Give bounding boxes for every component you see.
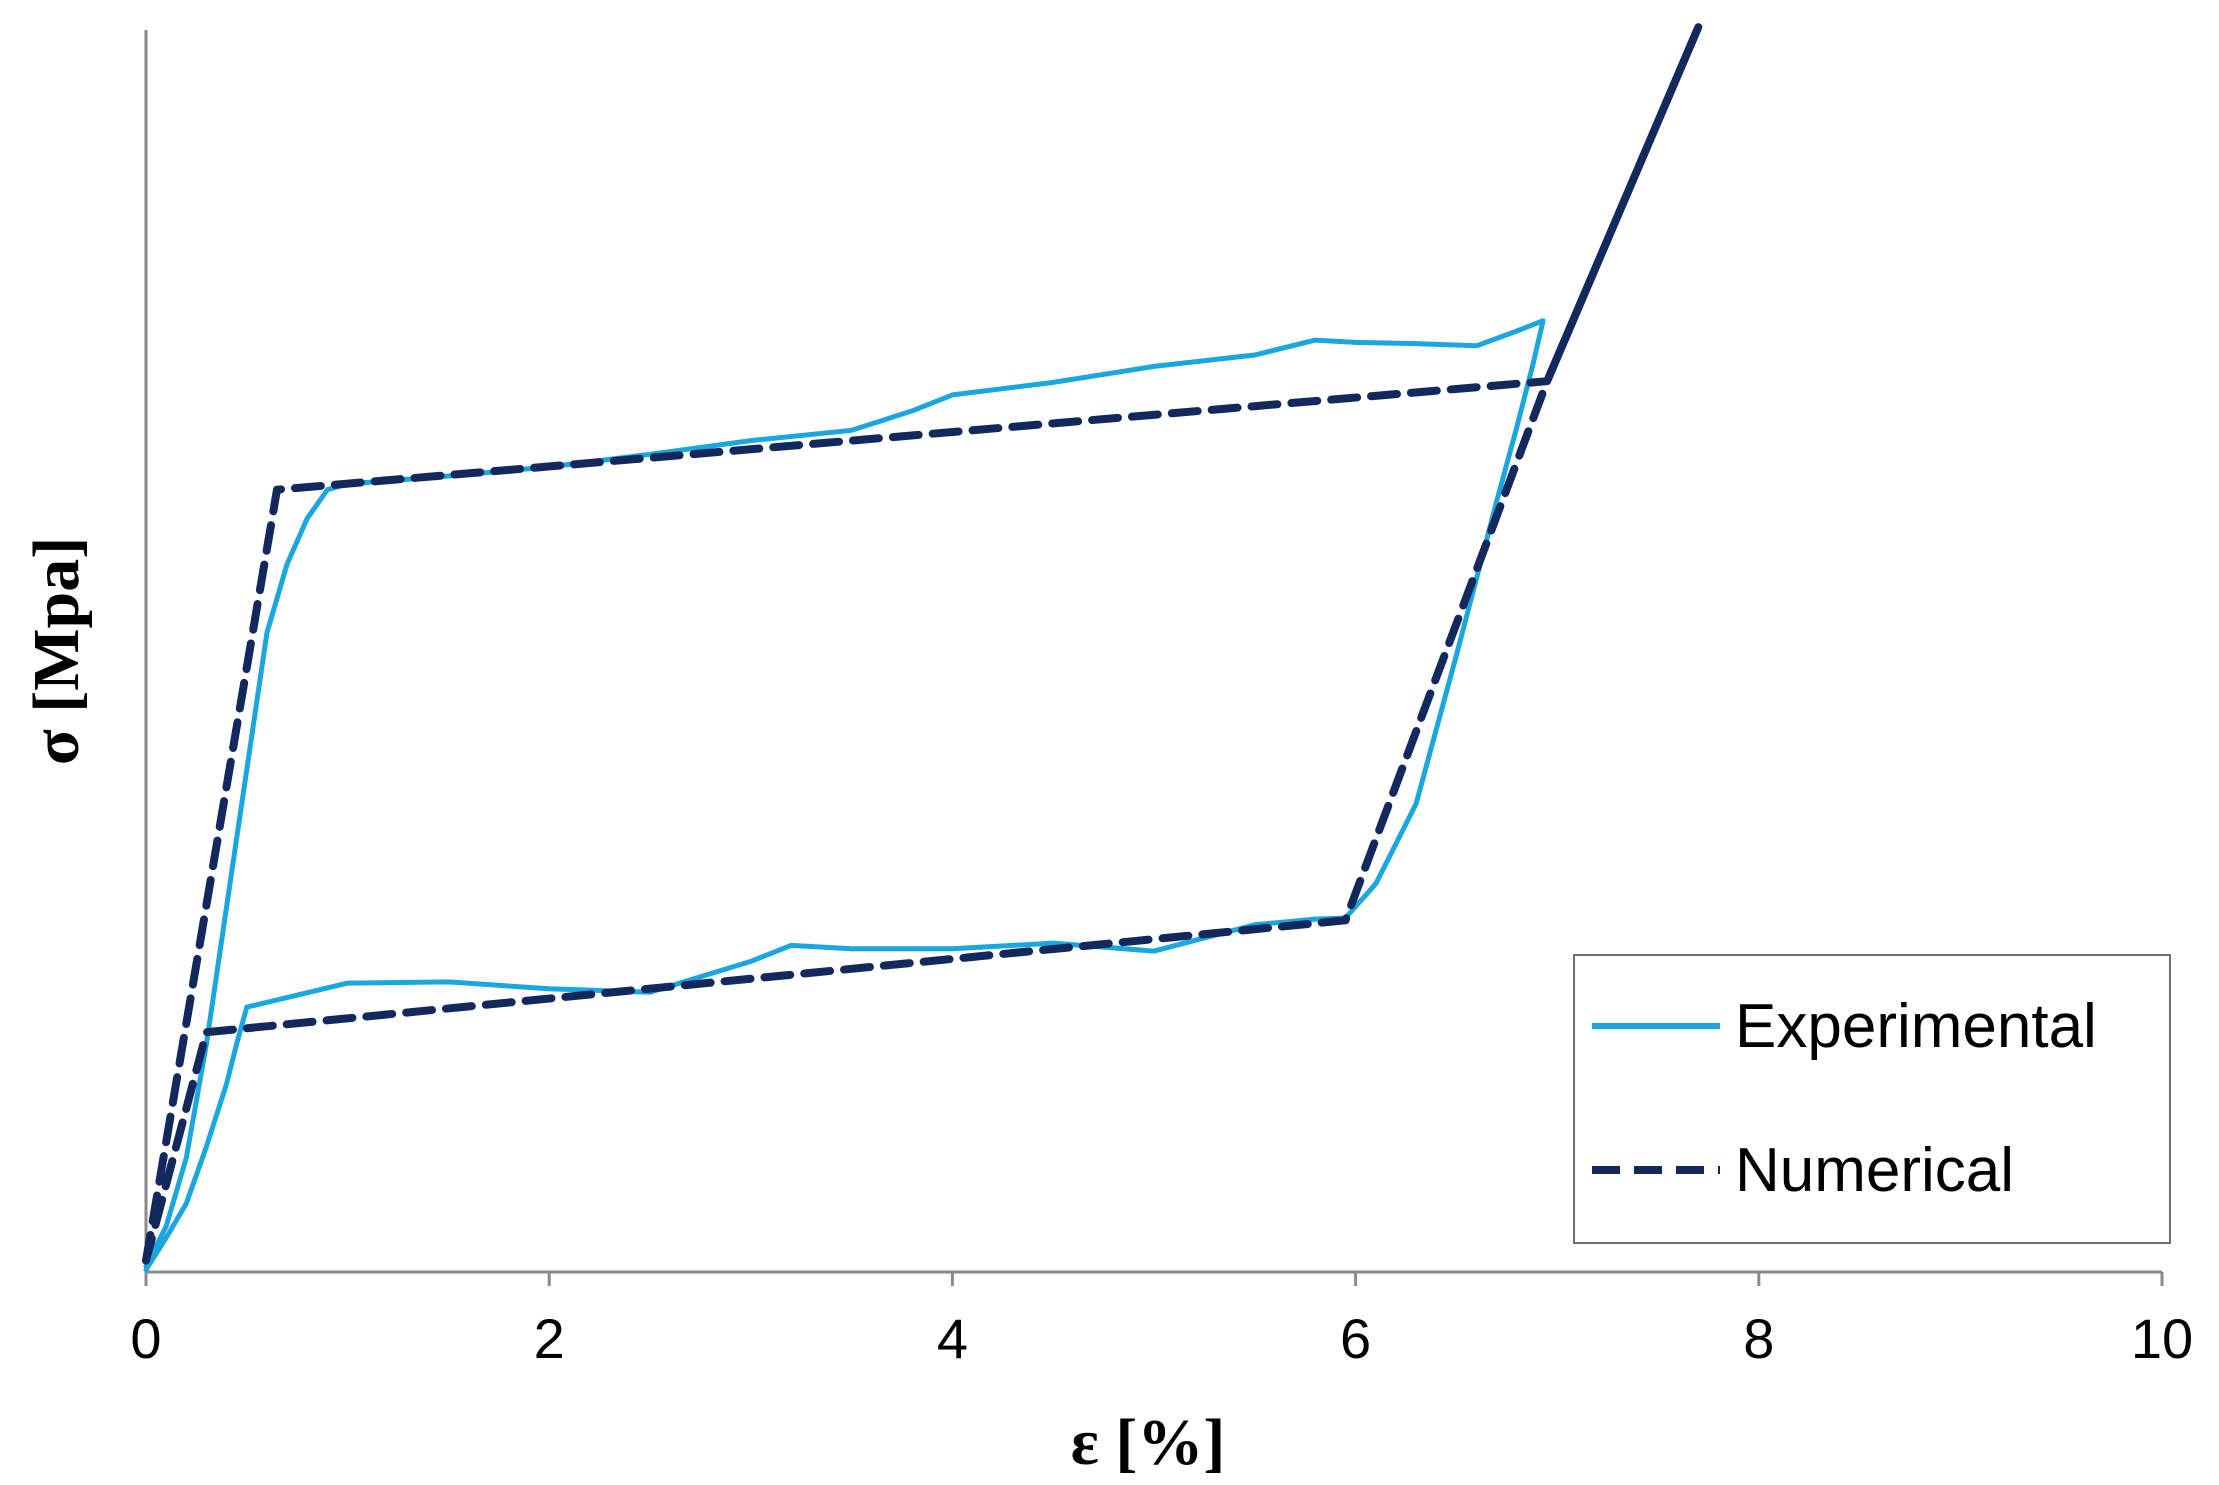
- x-ticks: 0 2 4 6 8 10: [130, 1272, 2193, 1370]
- legend-label-experimental: Experimental: [1735, 992, 2097, 1061]
- x-axis-title: ε [%]: [1071, 1406, 1226, 1479]
- axes: 0 2 4 6 8 10: [130, 30, 2193, 1370]
- x-tick-label-0: 0: [130, 1307, 161, 1370]
- y-axis-title: σ [Mpa]: [20, 537, 93, 765]
- x-tick-label-8: 8: [1743, 1307, 1774, 1370]
- legend-label-numerical: Numerical: [1735, 1136, 2014, 1205]
- x-tick-label-2: 2: [534, 1307, 565, 1370]
- x-tick-label-4: 4: [937, 1307, 968, 1370]
- legend-box: [1573, 954, 2171, 1244]
- series-line-numerical: [142, 23, 1703, 1265]
- x-tick-label-6: 6: [1340, 1307, 1371, 1370]
- x-tick-label-10: 10: [2131, 1307, 2193, 1370]
- series-line-experimental: [143, 318, 1546, 1273]
- series-layer: [142, 23, 1703, 1273]
- legend: Experimental Numerical: [1573, 954, 2171, 1244]
